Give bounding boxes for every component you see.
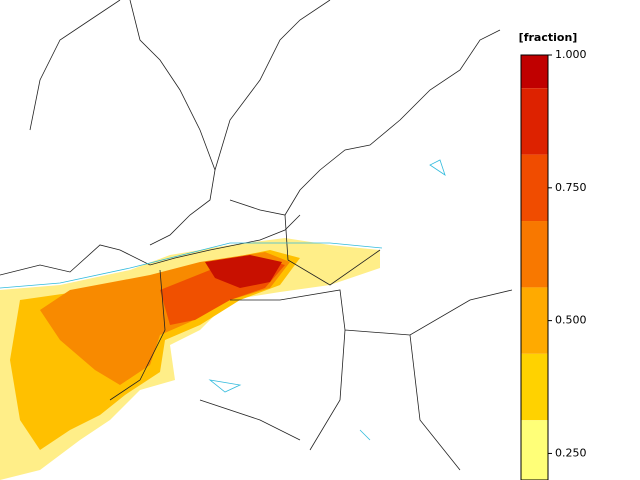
tick-label: 0.750: [555, 181, 587, 194]
legend-title: [fraction]: [519, 31, 578, 44]
contours: [0, 159, 446, 441]
tick-label: 0.500: [555, 314, 587, 327]
color-band: [521, 88, 548, 155]
color-band: [521, 353, 548, 421]
color-band: [521, 420, 548, 480]
color-band: [521, 55, 548, 89]
colorbar-frame: [520, 54, 549, 480]
color-band: [521, 154, 548, 222]
color-band: [521, 287, 548, 354]
coastlines: [0, 0, 513, 471]
tick-label: 1.000: [555, 48, 587, 61]
legend: [fraction] 1.000 0.750 0.500 0.250: [519, 31, 587, 480]
color-band: [521, 221, 548, 288]
tick-label: 0.250: [555, 446, 587, 459]
